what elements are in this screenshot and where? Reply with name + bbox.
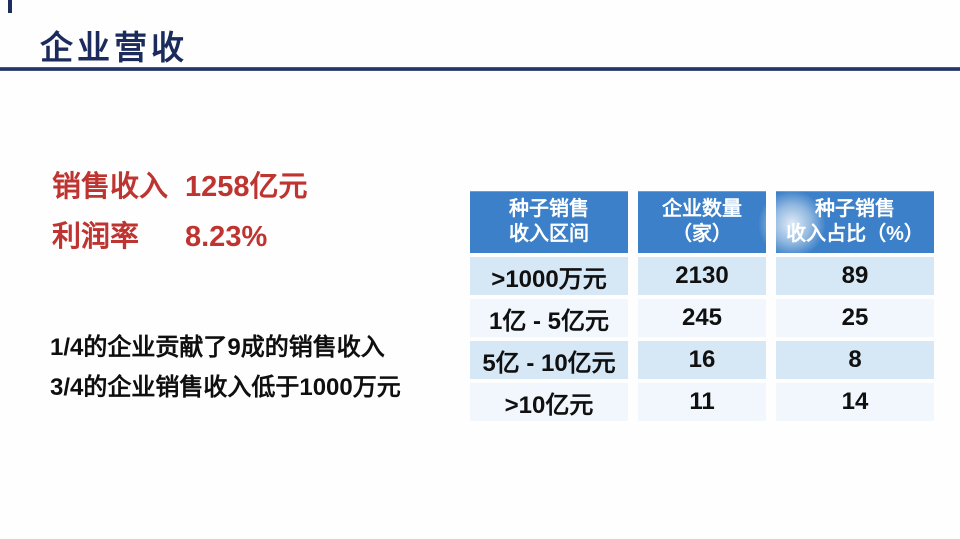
table-header-company-count: 企业数量 （家） — [638, 191, 766, 253]
cell-share-row3: 8 — [776, 341, 934, 379]
cell-share-row2: 25 — [776, 299, 934, 337]
cell-range-row4: >10亿元 — [470, 383, 628, 421]
cell-count-row2: 245 — [638, 299, 766, 337]
cell-share-row4: 14 — [776, 383, 934, 421]
cell-count-row4: 11 — [638, 383, 766, 421]
stat-sales-revenue-label: 销售收入 — [52, 171, 169, 203]
stat-profit-margin-label: 利润率 — [52, 221, 140, 253]
cell-count-row1: 2130 — [638, 257, 766, 295]
page-title: 企业营收 — [40, 29, 188, 66]
cell-range-row2: 1亿 - 5亿元 — [470, 299, 628, 337]
cell-count-row3: 16 — [638, 341, 766, 379]
cell-share-row1: 89 — [776, 257, 934, 295]
stat-profit-margin-value: 8.23% — [185, 221, 268, 253]
header-line: （家） — [672, 223, 732, 245]
corner-mark — [8, 0, 12, 13]
header-line: 种子销售 — [815, 198, 895, 220]
table-header-revenue-range: 种子销售 收入区间 — [470, 191, 628, 253]
title-underline — [0, 67, 960, 71]
cell-range-row3: 5亿 - 10亿元 — [470, 341, 628, 379]
table-header-revenue-share: 种子销售 收入占比（%） — [776, 191, 934, 253]
note-top-quartile: 1/4的企业贡献了9成的销售收入 — [50, 334, 385, 361]
seed-sales-table: 种子销售 收入区间 企业数量 （家） 种子销售 收入占比（%） >1000万元 … — [470, 191, 934, 421]
stat-sales-revenue-value: 1258亿元 — [185, 171, 308, 203]
cell-range-row1: >1000万元 — [470, 257, 628, 295]
header-line: 企业数量 — [662, 198, 742, 220]
note-bottom-three-quarters: 3/4的企业销售收入低于1000万元 — [50, 374, 401, 401]
stat-sales-revenue: 销售收入 1258亿元 — [52, 163, 308, 205]
header-line: 种子销售 — [509, 198, 589, 220]
stat-profit-margin: 利润率 8.23% — [52, 213, 267, 255]
header-line: 收入占比（%） — [786, 223, 924, 245]
header-line: 收入区间 — [509, 223, 589, 245]
